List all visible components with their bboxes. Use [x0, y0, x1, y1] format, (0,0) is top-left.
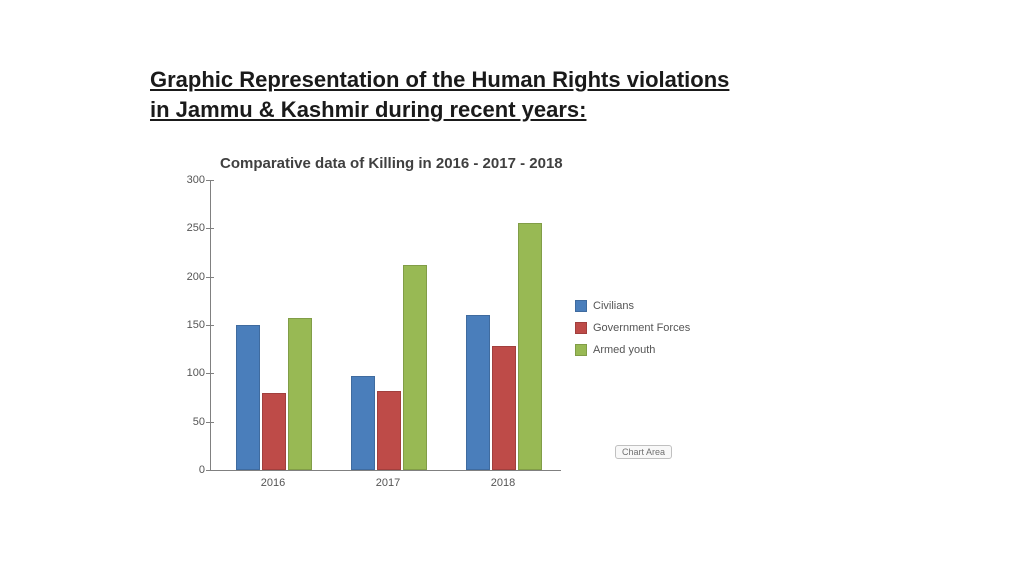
y-tick-label: 50 [165, 416, 205, 428]
legend-label: Armed youth [593, 344, 655, 356]
bar [377, 391, 401, 470]
x-axis: 2016 2017 2018 [210, 475, 560, 495]
chart-area-button[interactable]: Chart Area [615, 445, 672, 459]
y-tick-label: 0 [165, 464, 205, 476]
y-tick-label: 250 [165, 222, 205, 234]
legend-label: Government Forces [593, 322, 690, 334]
y-axis: 050100150200250300 [155, 180, 210, 470]
legend: Civilians Government Forces Armed youth [575, 300, 690, 366]
page-title: Graphic Representation of the Human Righ… [150, 65, 730, 124]
bar-group [236, 180, 326, 470]
legend-swatch [575, 300, 587, 312]
y-tick-label: 150 [165, 319, 205, 331]
y-tick-label: 100 [165, 367, 205, 379]
bar [262, 393, 286, 470]
y-tick-label: 300 [165, 174, 205, 186]
x-tick-label: 2017 [376, 477, 400, 489]
y-tick-label: 200 [165, 271, 205, 283]
legend-item: Civilians [575, 300, 690, 312]
legend-label: Civilians [593, 300, 634, 312]
bar [492, 346, 516, 470]
bar [466, 315, 490, 470]
bar [351, 376, 375, 470]
bar-group [351, 180, 441, 470]
chart-container: Comparative data of Killing in 2016 - 20… [155, 150, 715, 495]
bar [288, 318, 312, 470]
chart-title: Comparative data of Killing in 2016 - 20… [220, 155, 563, 172]
bar-group [466, 180, 556, 470]
bar [236, 325, 260, 470]
plot-area [210, 180, 561, 471]
x-tick-label: 2018 [491, 477, 515, 489]
legend-swatch [575, 344, 587, 356]
x-tick-label: 2016 [261, 477, 285, 489]
legend-item: Government Forces [575, 322, 690, 334]
page: Graphic Representation of the Human Righ… [0, 0, 1024, 576]
bar [403, 265, 427, 470]
legend-swatch [575, 322, 587, 334]
legend-item: Armed youth [575, 344, 690, 356]
bar [518, 223, 542, 470]
